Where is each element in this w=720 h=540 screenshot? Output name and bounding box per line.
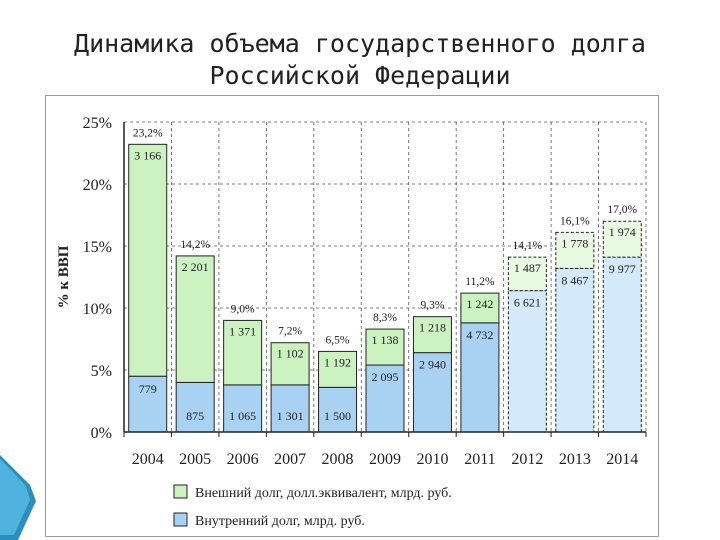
- bar-external-2009: [365, 328, 405, 366]
- y-axis-label: % к ВВП: [56, 245, 72, 308]
- debt-chart: 0% 5% 10% 15% 20% 25% % к ВВП 23,2% 3 166 779 2004…: [56, 115, 647, 529]
- decorative-ribbon: [0, 455, 36, 540]
- bar-external-2004: [128, 143, 168, 377]
- total-pct-label: 23,2%: [133, 127, 163, 139]
- x-tick-label: 2006: [227, 451, 259, 468]
- bar-internal-2005: [175, 381, 215, 433]
- x-tick-label: 2014: [606, 451, 638, 468]
- total-pct-label: 9,0%: [231, 303, 255, 315]
- internal-value-label: 875: [186, 409, 204, 423]
- internal-value-label: 4 732: [466, 328, 493, 342]
- x-tick-label: 2012: [511, 451, 543, 468]
- bar-internal-2009: [365, 364, 405, 433]
- external-value-label: 1 974: [609, 225, 636, 239]
- external-value-label: 1 242: [466, 297, 493, 311]
- total-pct-label: 6,5%: [326, 334, 350, 346]
- legend-swatch: [173, 484, 188, 499]
- y-tick-label: 15%: [83, 239, 112, 256]
- y-tick-label: 25%: [83, 115, 112, 132]
- y-tick-label: 5%: [91, 363, 112, 380]
- external-value-label: 1 102: [277, 347, 304, 361]
- total-pct-label: 14,1%: [513, 240, 543, 252]
- slide-title-line1: Динамика объема государственного долга: [74, 29, 646, 58]
- bar-external-2005: [175, 255, 215, 383]
- x-tick-label: 2013: [559, 451, 591, 468]
- external-value-label: 1 192: [324, 355, 351, 369]
- legend-label: Внутренний долг, млрд. руб.: [195, 514, 365, 529]
- total-pct-label: 16,1%: [560, 215, 590, 227]
- slide-title-line2: Российской Федерации: [209, 61, 511, 90]
- chart-frame: 0% 5% 10% 15% 20% 25% % к ВВП 23,2% 3 166 779 2004…: [45, 95, 659, 537]
- bar-internal-2008: [318, 386, 358, 433]
- bar-external-2013: [555, 231, 595, 269]
- bar-external-2012: [507, 256, 547, 292]
- bar-internal-2010: [412, 352, 452, 433]
- bar-external-2011: [460, 292, 500, 324]
- slide-title: Динамика объема государственного долга Р…: [0, 28, 720, 92]
- x-tick-label: 2011: [464, 451, 495, 468]
- internal-value-label: 1 065: [229, 409, 256, 423]
- total-pct-label: 9,3%: [420, 300, 444, 312]
- y-tick-label: 0%: [91, 425, 112, 442]
- y-tick-label: 20%: [83, 177, 112, 194]
- x-tick-label: 2010: [416, 451, 448, 468]
- external-value-label: 1 371: [229, 324, 256, 338]
- total-pct-label: 17,0%: [607, 204, 637, 216]
- external-value-label: 1 778: [561, 236, 588, 250]
- bar-external-2010: [412, 316, 452, 354]
- external-value-label: 1 138: [372, 333, 399, 347]
- bar-internal-2006: [223, 384, 263, 433]
- internal-value-label: 8 467: [561, 273, 588, 287]
- bar-external-2006: [223, 319, 263, 386]
- external-value-label: 2 201: [182, 260, 209, 274]
- x-tick-label: 2004: [132, 451, 164, 468]
- external-value-label: 3 166: [134, 148, 161, 162]
- bar-internal-2007: [270, 384, 310, 433]
- legend-swatch: [173, 512, 188, 527]
- total-pct-label: 11,2%: [465, 276, 495, 288]
- total-pct-label: 8,3%: [373, 312, 397, 324]
- external-value-label: 1 218: [419, 321, 446, 335]
- internal-value-label: 1 500: [324, 409, 351, 423]
- internal-value-label: 2 095: [372, 370, 399, 384]
- legend-label: Внешний долг, долл.эквивалент, млрд. руб…: [195, 486, 452, 501]
- internal-value-label: 2 940: [419, 358, 446, 372]
- internal-value-label: 6 621: [514, 296, 541, 310]
- bar-internal-2014: [602, 256, 642, 433]
- x-tick-label: 2009: [369, 451, 401, 468]
- total-pct-label: 14,2%: [180, 239, 210, 251]
- total-pct-label: 7,2%: [278, 326, 302, 338]
- x-tick-label: 2008: [322, 451, 354, 468]
- bar-internal-2012: [507, 290, 547, 433]
- bar-external-2008: [318, 350, 358, 388]
- external-value-label: 1 487: [514, 261, 541, 275]
- bar-internal-2013: [555, 267, 595, 433]
- bar-external-2007: [270, 342, 310, 386]
- internal-value-label: 779: [139, 382, 157, 396]
- y-tick-label: 10%: [83, 301, 112, 318]
- x-tick-label: 2005: [179, 451, 211, 468]
- x-tick-label: 2007: [274, 451, 306, 468]
- bar-external-2014: [602, 220, 642, 258]
- internal-value-label: 9 977: [609, 262, 636, 276]
- internal-value-label: 1 301: [277, 409, 304, 423]
